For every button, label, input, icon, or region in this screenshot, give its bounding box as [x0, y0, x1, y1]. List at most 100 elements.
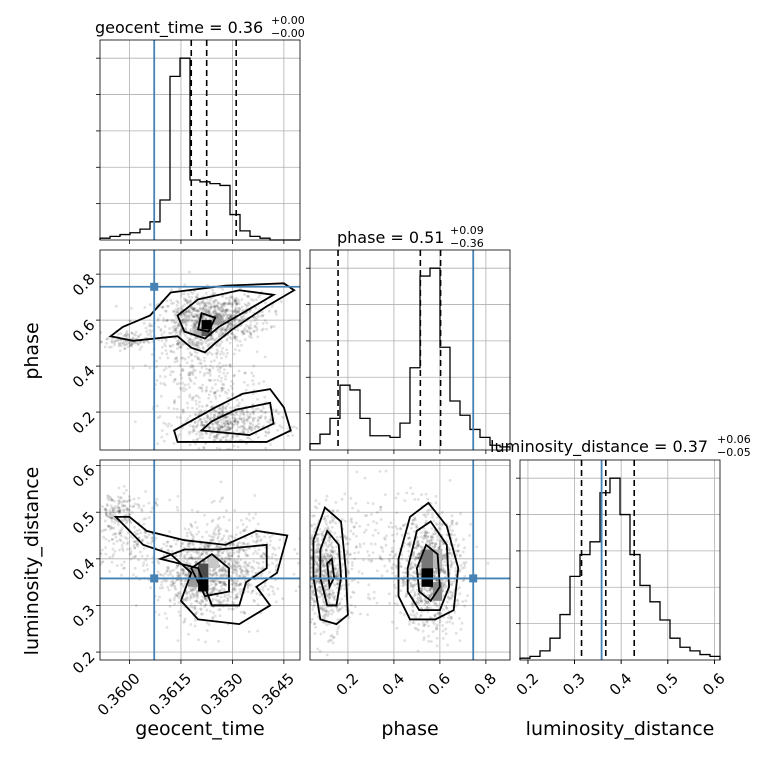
sample-point: [310, 534, 314, 537]
sample-point: [118, 511, 121, 515]
sample-point: [255, 532, 259, 536]
sample-point: [219, 575, 223, 579]
sample-point: [123, 347, 127, 351]
sample-point: [117, 486, 121, 490]
sample-point: [329, 561, 332, 565]
sample-point: [399, 527, 403, 531]
sample-point: [196, 557, 200, 561]
sample-point: [194, 556, 197, 560]
sample-point: [324, 548, 328, 551]
sample-point: [247, 436, 251, 440]
sample-point: [221, 311, 225, 315]
sample-point: [430, 538, 434, 542]
sample-point: [438, 521, 442, 525]
sample-point: [372, 596, 376, 600]
sample-point: [167, 549, 171, 553]
sample-point: [205, 552, 209, 555]
sample-point: [242, 421, 245, 425]
sample-point: [119, 341, 123, 345]
sample-point: [448, 590, 452, 594]
sample-point: [230, 315, 233, 318]
sample-point: [335, 630, 339, 633]
sample-point: [327, 540, 331, 543]
sample-point: [317, 532, 321, 536]
sample-point: [119, 508, 122, 512]
sample-point: [215, 435, 218, 439]
sample-point: [212, 586, 216, 590]
sample-point: [235, 301, 239, 305]
sample-point: [243, 422, 247, 425]
sample-point: [168, 598, 172, 602]
sample-point: [164, 344, 167, 348]
sample-point: [429, 590, 432, 594]
sample-point: [350, 579, 354, 583]
sample-point: [184, 561, 188, 565]
sample-point: [254, 306, 258, 310]
sample-point: [224, 415, 228, 419]
sample-point: [101, 560, 105, 564]
sample-point: [237, 319, 241, 322]
sample-point: [441, 624, 444, 627]
sample-point: [138, 528, 141, 532]
sample-point: [233, 333, 236, 337]
sample-point: [244, 548, 248, 552]
sample-point: [229, 315, 233, 319]
sample-point: [123, 339, 126, 343]
sample-point: [213, 391, 217, 395]
sample-point: [201, 552, 205, 556]
sample-point: [227, 301, 231, 305]
sample-point: [193, 324, 197, 327]
sample-point: [432, 545, 436, 549]
sample-point: [328, 590, 332, 593]
sample-point: [223, 428, 227, 432]
sample-point: [413, 564, 417, 567]
sample-point: [207, 623, 211, 626]
sample-point: [204, 550, 208, 554]
sample-point: [119, 531, 123, 535]
sample-point: [128, 319, 132, 323]
sample-point: [274, 309, 278, 313]
sample-point: [232, 323, 236, 327]
sample-point: [294, 589, 298, 593]
sample-point: [209, 307, 212, 311]
sample-point: [186, 373, 190, 377]
sample-point: [198, 417, 202, 421]
sample-point: [316, 562, 319, 566]
sample-point: [252, 598, 256, 602]
sample-point: [134, 604, 138, 607]
sample-point: [257, 425, 261, 429]
sample-point: [450, 520, 454, 523]
sample-point: [330, 540, 334, 544]
sample-point: [321, 597, 325, 601]
sample-point: [313, 612, 317, 615]
sample-point: [240, 330, 244, 334]
sample-point: [303, 602, 306, 605]
sample-point: [227, 537, 231, 541]
sample-point: [225, 447, 229, 450]
sample-point: [100, 340, 103, 344]
sample-point: [231, 434, 235, 438]
sample-point: [209, 364, 212, 368]
sample-point: [442, 584, 446, 587]
sample-point: [207, 396, 211, 400]
sample-point: [131, 342, 134, 346]
sample-point: [188, 376, 192, 380]
sample-point: [190, 596, 194, 599]
sample-point: [196, 510, 200, 514]
sample-point: [439, 568, 443, 572]
sample-point: [312, 530, 316, 534]
sample-point: [177, 610, 181, 614]
sample-point: [431, 620, 435, 624]
sample-point: [252, 567, 256, 571]
sample-point: [206, 309, 210, 313]
sample-point: [227, 518, 231, 522]
sample-point: [220, 309, 224, 313]
sample-point: [177, 340, 180, 344]
sample-point: [205, 543, 209, 547]
sample-point: [209, 305, 213, 309]
sample-point: [216, 365, 219, 368]
sample-point: [443, 580, 447, 584]
sample-point: [228, 341, 232, 345]
sample-point: [175, 566, 178, 570]
sample-point: [270, 533, 274, 537]
